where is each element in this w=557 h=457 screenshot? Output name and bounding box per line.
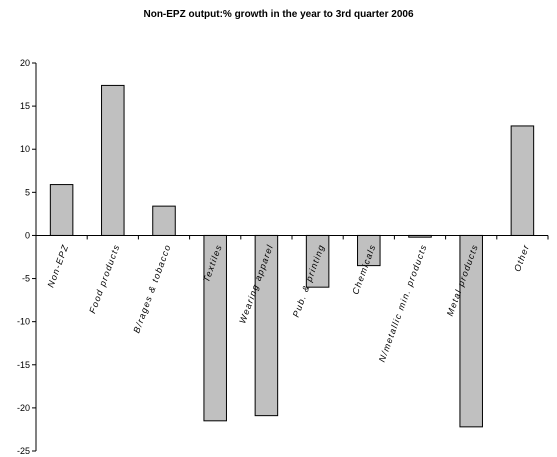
y-axis: 20 15 10 5 0 -5 -10 -15 -20 -25 xyxy=(17,58,37,456)
x-category-label: N/metallic min. products xyxy=(377,243,429,364)
y-tick-label: -20 xyxy=(17,403,30,413)
y-tick-label: 10 xyxy=(20,144,30,154)
chart-title: Non-EPZ output:% growth in the year to 3… xyxy=(143,9,414,20)
y-tick-label: -15 xyxy=(17,360,30,370)
x-category-label: Non-EPZ xyxy=(46,243,71,289)
bar xyxy=(152,205,176,236)
y-tick-label: -25 xyxy=(17,446,30,456)
bar xyxy=(510,125,535,236)
bars xyxy=(49,84,535,428)
bar xyxy=(101,84,125,236)
y-tick-label: -5 xyxy=(22,274,30,284)
y-tick-label: 0 xyxy=(25,230,30,240)
y-tick-label: 15 xyxy=(20,101,30,111)
x-category-label: B/rages & tobacco xyxy=(131,243,173,335)
bar xyxy=(49,184,74,236)
y-tick-label: 5 xyxy=(25,187,30,197)
x-category-label: Food products xyxy=(87,243,121,315)
x-category-label: Other xyxy=(512,243,531,273)
category-labels: Non-EPZ Food products B/rages & tobacco Tex… xyxy=(46,243,532,364)
y-tick-label: 20 xyxy=(20,58,30,68)
x-axis xyxy=(35,234,549,240)
y-tick-label: -10 xyxy=(17,317,30,327)
